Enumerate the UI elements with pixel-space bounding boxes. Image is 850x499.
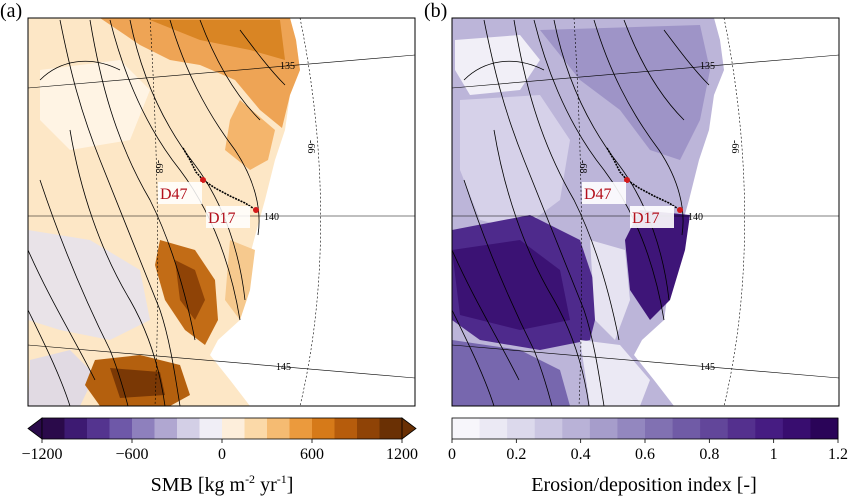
colorbar-title-b: Erosion/deposition index [-] bbox=[531, 474, 757, 496]
site-marker-d17-b bbox=[677, 207, 683, 213]
colorbar-b-swatch bbox=[479, 418, 508, 439]
index-mid-band-b2 bbox=[452, 340, 570, 406]
lon-label-66-b: -66 bbox=[729, 140, 740, 153]
site-label-d47-b: D47 bbox=[584, 186, 612, 203]
smb-negative-patch-a2 bbox=[28, 350, 95, 406]
site-label-d17-b: D17 bbox=[632, 210, 660, 227]
map-frame-a bbox=[27, 17, 416, 407]
index-low-patch-b2 bbox=[460, 95, 570, 230]
lat-label-135-b: 135 bbox=[700, 61, 715, 72]
smb-high-band-a5 bbox=[175, 260, 205, 320]
colorbar-a-swatch bbox=[109, 418, 133, 439]
colorbar-b: 0 0.2 0.4 0.6 0.8 1 1.2 bbox=[448, 417, 848, 463]
colorbar-b-swatch bbox=[755, 418, 784, 439]
smb-negative-patch-a bbox=[28, 230, 150, 340]
smb-high-band-a3 bbox=[225, 100, 275, 170]
lon-label-68-a: -68 bbox=[153, 160, 164, 173]
colorbar-a-swatch bbox=[379, 418, 403, 439]
colorbar-a-swatch bbox=[289, 418, 313, 439]
colorbar-b-swatch bbox=[534, 418, 563, 439]
index-low-patch-b bbox=[455, 35, 540, 95]
lon-label-66-a: -66 bbox=[305, 140, 316, 153]
colorbar-a-swatch bbox=[244, 418, 268, 439]
colorbar-b-tick-label: 0.8 bbox=[699, 446, 719, 463]
colorbar-a-swatch bbox=[267, 418, 290, 439]
colorbar-a-swatch bbox=[154, 418, 178, 439]
map-panel-b: 135 140 145 -68 -66 D47 D17 bbox=[452, 18, 839, 406]
colorbar-b-swatch bbox=[507, 418, 536, 439]
colorbar-b-swatch bbox=[589, 418, 618, 439]
site-marker-d47-a bbox=[200, 177, 206, 183]
map-frame-b bbox=[451, 17, 840, 407]
colorbar-a-swatch bbox=[357, 418, 380, 439]
colorbar-a-tick-label: 600 bbox=[300, 446, 324, 463]
colorbar-a-tick-label: 0 bbox=[218, 446, 226, 463]
lat-label-145-b: 145 bbox=[700, 362, 715, 373]
lon-label-68-b: -68 bbox=[577, 160, 588, 173]
colorbar-b-tick-label: 0.4 bbox=[571, 446, 591, 463]
panel-label-b: (b) bbox=[424, 0, 447, 22]
colorbar-a-swatch bbox=[42, 418, 65, 439]
map-panel-a: 135 140 145 -68 -66 D47 D17 bbox=[28, 18, 415, 406]
elevation-contours-b bbox=[452, 19, 710, 406]
colorbar-a-extend-min bbox=[27, 417, 43, 440]
colorbar-b-swatch bbox=[727, 418, 756, 439]
colorbar-b-swatch bbox=[672, 418, 701, 439]
colorbar-b-tick-label: 0.6 bbox=[635, 446, 655, 463]
colorbar-a-swatch bbox=[199, 418, 223, 439]
index-low-patch-b3 bbox=[580, 340, 650, 406]
colorbar-a-swatch bbox=[87, 418, 110, 439]
colorbar-a-swatch bbox=[312, 418, 335, 439]
lat-label-135-a: 135 bbox=[280, 61, 295, 72]
colorbar-a-extend-max bbox=[401, 417, 417, 440]
colorbar-a-swatch bbox=[132, 418, 155, 439]
lat-label-140-b: 140 bbox=[688, 212, 703, 223]
colorbar-a-swatch bbox=[222, 418, 245, 439]
smb-medium-band-a bbox=[225, 240, 255, 320]
site-label-d17-a: D17 bbox=[208, 210, 236, 227]
colorbar-b-tick-label: 0.2 bbox=[506, 446, 526, 463]
colorbar-a-swatch bbox=[64, 418, 88, 439]
colorbar-b-swatch bbox=[562, 418, 591, 439]
colorbar-b-tick-label: 0 bbox=[448, 446, 456, 463]
colorbar-b-swatch bbox=[700, 418, 729, 439]
colorbar-b-tick-label: 1 bbox=[770, 446, 778, 463]
traverse-line-b bbox=[606, 147, 681, 211]
colorbar-a-tick-label: −600 bbox=[115, 446, 148, 463]
colorbar-a: −1200 −600 0 600 1200 bbox=[21, 417, 418, 463]
site-marker-d17-a bbox=[253, 207, 259, 213]
elevation-contours-a bbox=[28, 19, 286, 406]
index-high-band-b2 bbox=[452, 240, 570, 330]
colorbar-b-swatch bbox=[810, 418, 839, 439]
lat-label-140-a: 140 bbox=[264, 212, 279, 223]
colorbar-b-swatch bbox=[617, 418, 646, 439]
colorbar-b-swatch bbox=[645, 418, 674, 439]
colorbar-b-swatch bbox=[782, 418, 811, 439]
smb-light-patch-a bbox=[40, 60, 150, 150]
site-label-d47-a: D47 bbox=[160, 186, 188, 203]
traverse-line-a bbox=[182, 147, 257, 211]
colorbar-b-tick-label: 1.2 bbox=[828, 446, 848, 463]
index-mid-band-b bbox=[540, 25, 710, 160]
site-marker-d47-b bbox=[624, 177, 630, 183]
colorbar-title-a: SMB [kg m-2 yr-1] bbox=[151, 472, 294, 496]
colorbar-a-tick-label: −1200 bbox=[21, 446, 62, 463]
colorbar-a-swatch bbox=[177, 418, 200, 439]
smb-high-band-a2 bbox=[150, 20, 285, 60]
panel-label-a: (a) bbox=[0, 0, 22, 22]
lat-label-145-a: 145 bbox=[276, 362, 291, 373]
colorbar-b-swatch bbox=[452, 418, 481, 439]
colorbar-a-tick-label: 1200 bbox=[386, 446, 418, 463]
colorbar-a-swatch bbox=[334, 418, 358, 439]
